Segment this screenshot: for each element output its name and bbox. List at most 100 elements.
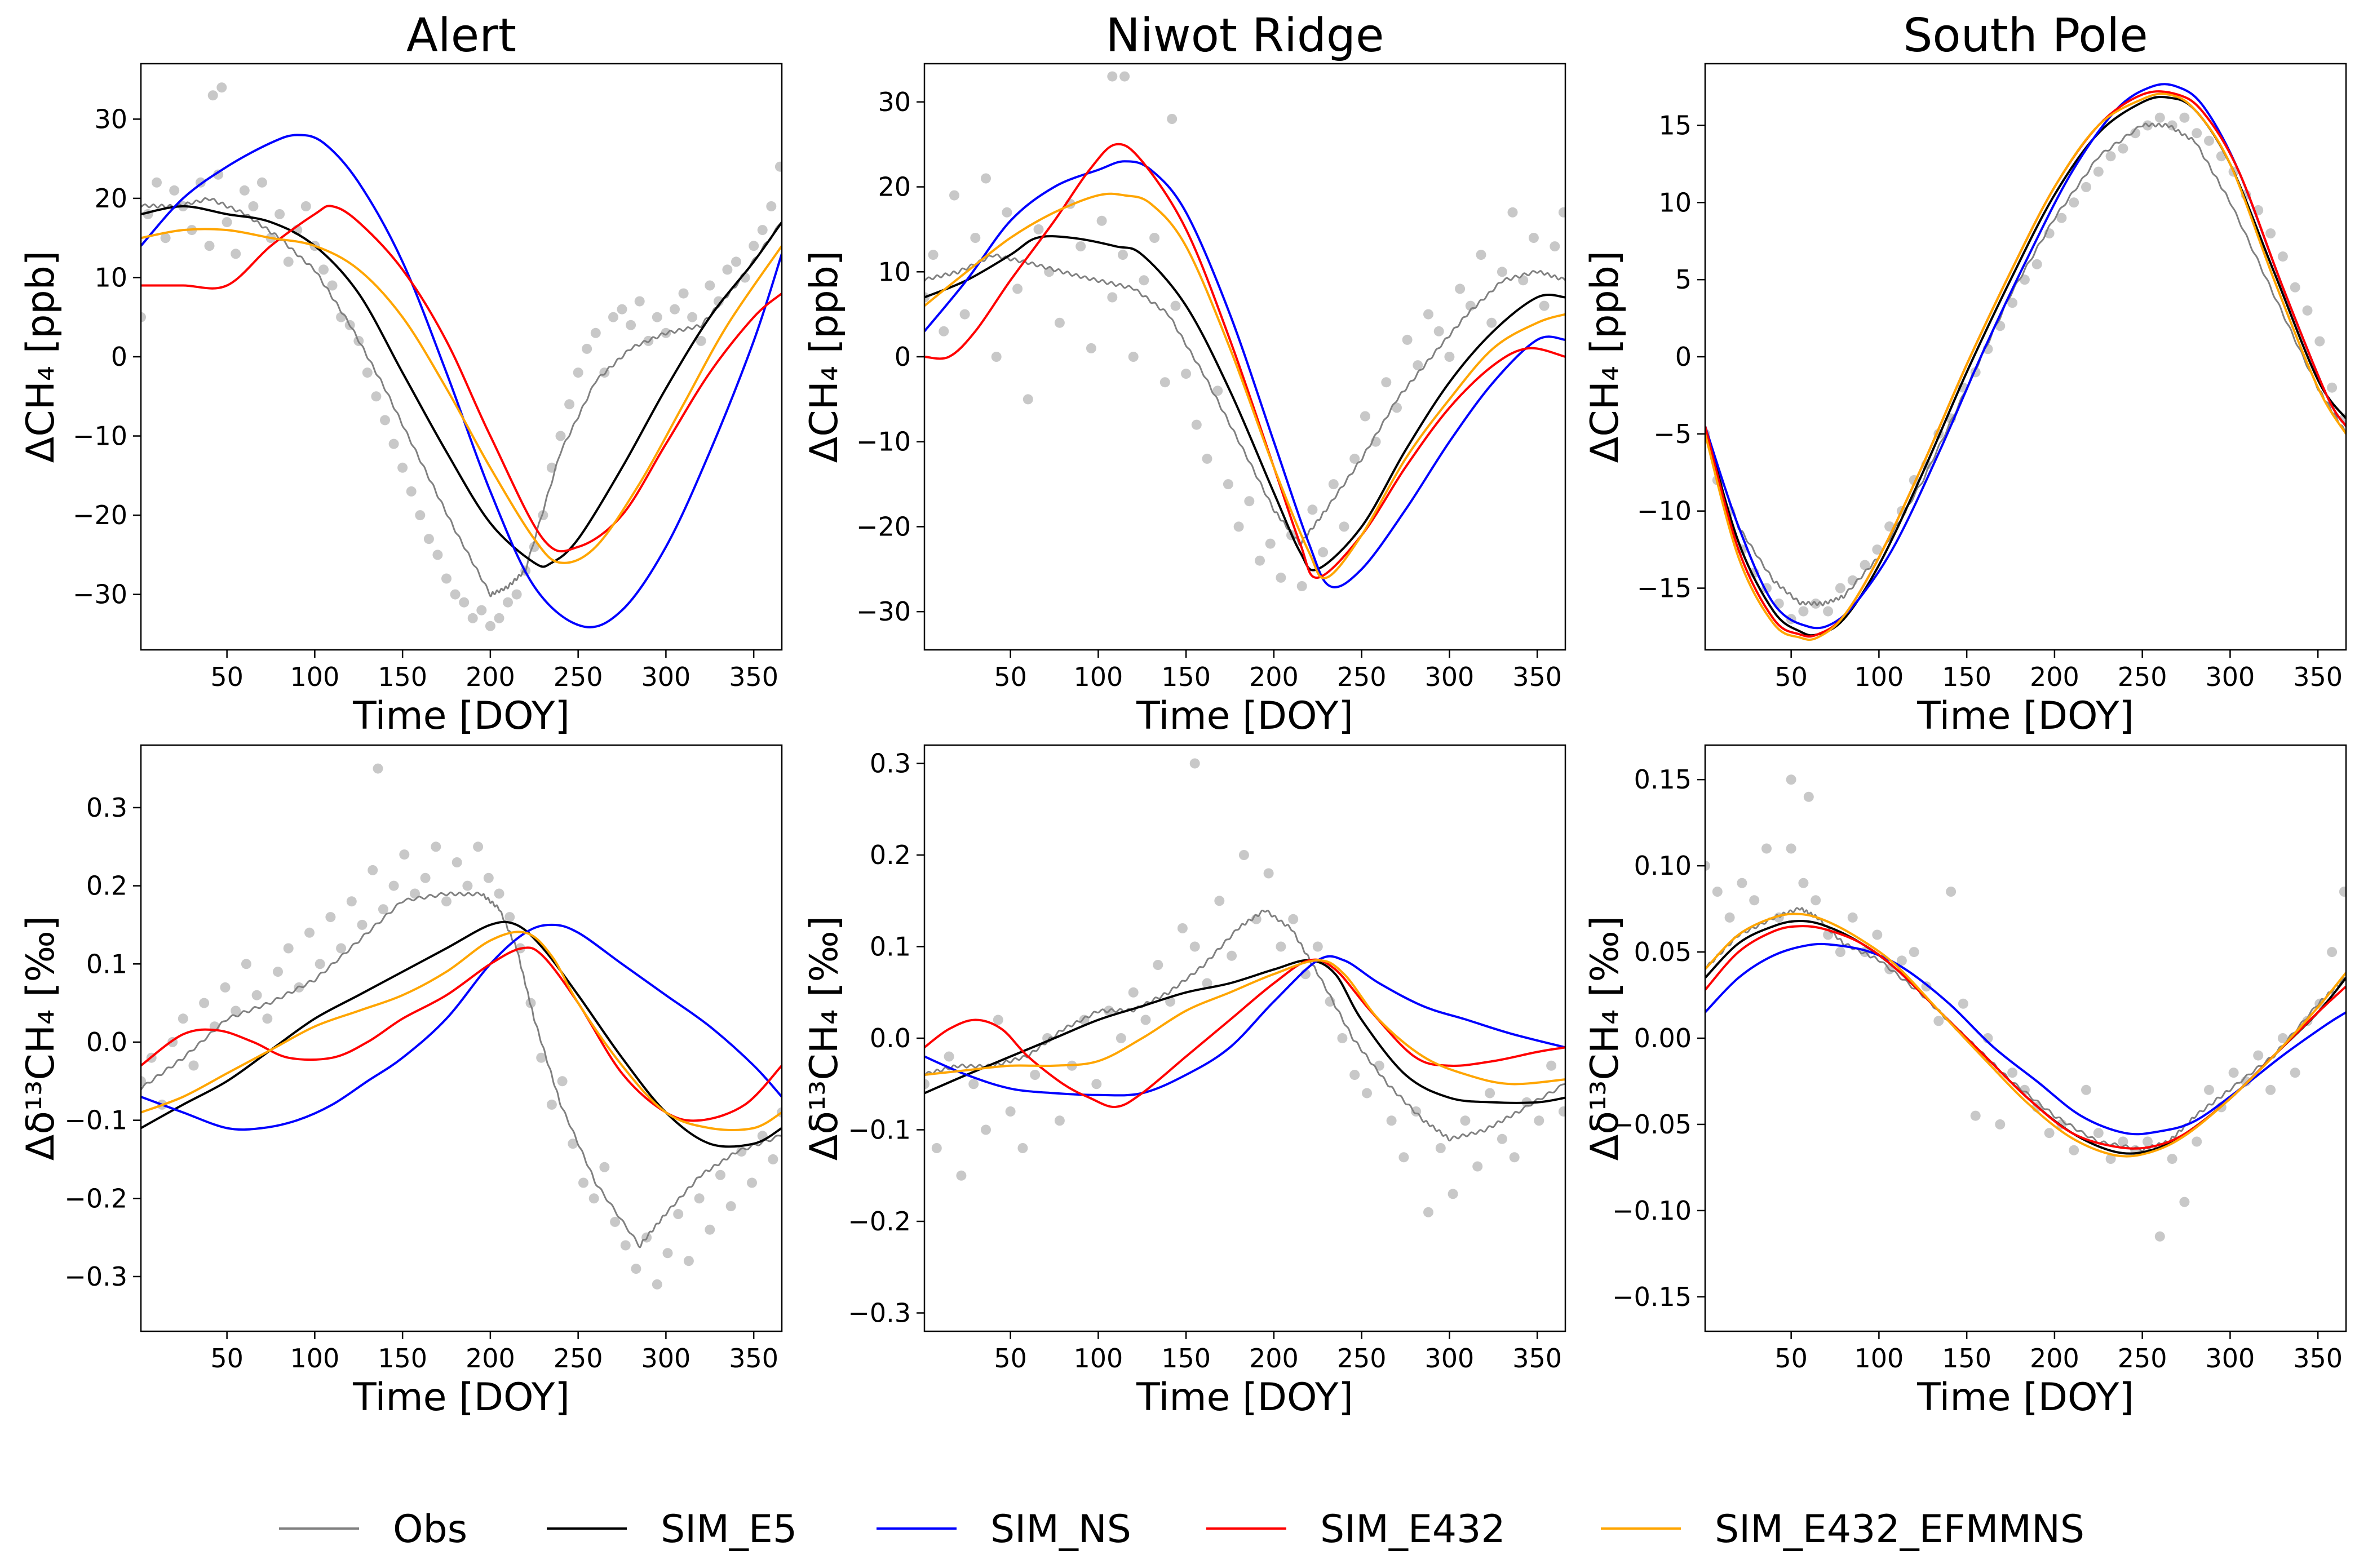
scatter-point <box>1448 1189 1458 1199</box>
panel-4-ylabel: Δδ¹³CH₄ [‰] <box>19 916 63 1161</box>
scatter-point <box>441 573 452 584</box>
scatter-point <box>318 264 329 275</box>
x-tick-label: 300 <box>1424 662 1474 692</box>
scatter-point <box>399 849 410 860</box>
scatter-point <box>2105 151 2116 162</box>
scatter-point <box>1958 998 1968 1009</box>
legend-item-sim-e5: SIM_E5 <box>547 1507 797 1552</box>
scatter-point <box>2179 112 2190 123</box>
series-line-sim-e432-efmmns <box>141 931 782 1131</box>
scatter-point <box>1339 521 1349 532</box>
scatter-point <box>557 1076 568 1087</box>
scatter-point <box>981 173 991 184</box>
scatter-point <box>1189 758 1200 769</box>
y-tick-label: −30 <box>73 579 127 610</box>
legend-label: SIM_E5 <box>661 1507 797 1552</box>
scatter-point <box>970 233 981 243</box>
x-tick-label: 50 <box>210 1343 244 1374</box>
y-tick-label: −20 <box>856 511 911 542</box>
scatter-point <box>1296 581 1307 591</box>
scatter-point <box>503 597 513 608</box>
panel-3: 50 100 150 200 250 300 350 −15 −10 −5 0 5 10 15 South … <box>1583 9 2347 738</box>
scatter-point <box>2118 143 2128 154</box>
scatter-point <box>661 327 671 338</box>
scatter-point <box>981 1124 991 1135</box>
scatter-point <box>2118 1136 2128 1147</box>
scatter-point <box>1223 479 1233 490</box>
scatter-point <box>1402 334 1413 345</box>
x-tick-label: 50 <box>994 1343 1027 1374</box>
scatter-point <box>1202 453 1212 464</box>
scatter-point <box>1712 887 1723 897</box>
panel-6-scatter <box>1705 774 2346 1242</box>
scatter-point <box>568 1139 578 1149</box>
scatter-point <box>1227 950 1237 961</box>
scatter-point <box>2056 212 2067 223</box>
series-line-sim-e432-efmmns <box>1705 913 2346 1158</box>
scatter-point <box>2154 112 2165 123</box>
scatter-point <box>1398 1152 1409 1163</box>
scatter-point <box>152 177 162 188</box>
scatter-point <box>294 982 304 993</box>
scatter-point <box>1349 453 1360 464</box>
scatter-point <box>1054 1115 1065 1126</box>
scatter-point <box>1472 1161 1483 1172</box>
y-tick-label: 0.0 <box>870 1023 911 1053</box>
scatter-point <box>731 256 741 267</box>
scatter-point <box>1539 300 1550 311</box>
scatter-point <box>1507 207 1518 218</box>
scatter-point <box>993 1015 1003 1025</box>
scatter-point <box>573 367 583 378</box>
scatter-point <box>1497 1133 1507 1144</box>
series-line-sim-e5 <box>924 235 1565 572</box>
scatter-point <box>1238 850 1249 860</box>
y-tick-label: −0.10 <box>1612 1195 1692 1226</box>
scatter-point <box>431 841 441 852</box>
scatter-point <box>555 431 566 441</box>
x-tick-label: 350 <box>2293 1343 2343 1374</box>
scatter-point <box>2204 1084 2214 1095</box>
scatter-point <box>459 597 470 608</box>
x-tick-label: 300 <box>2205 1343 2255 1374</box>
scatter-point <box>1847 912 1858 923</box>
scatter-point <box>1737 878 1747 888</box>
scatter-point <box>1276 941 1286 952</box>
scatter-point <box>346 896 357 907</box>
series-line-sim-ns <box>924 160 1565 588</box>
scatter-point <box>262 1013 273 1024</box>
x-tick-label: 250 <box>2118 1343 2167 1374</box>
scatter-point <box>1159 377 1170 388</box>
y-tick-label: −0.2 <box>848 1206 911 1237</box>
scatter-point <box>924 1079 930 1089</box>
series-line-sim-ns <box>141 923 782 1131</box>
y-tick-label: 20 <box>878 172 911 202</box>
scatter-point <box>494 888 504 899</box>
scatter-point <box>1244 496 1255 507</box>
scatter-point <box>1030 1070 1041 1080</box>
scatter-point <box>687 312 698 322</box>
scatter-point <box>315 959 325 969</box>
y-tick-label: 0.05 <box>1634 937 1692 967</box>
scatter-point <box>1212 386 1223 396</box>
legend-item-sim-ns: SIM_NS <box>877 1507 1131 1552</box>
legend-label: SIM_NS <box>990 1507 1131 1552</box>
scatter-point <box>1460 1115 1471 1126</box>
y-tick-label: −10 <box>73 421 127 451</box>
panel-2-scatter <box>924 71 1565 591</box>
scatter-point <box>239 185 250 196</box>
scatter-point <box>991 352 1002 362</box>
scatter-point <box>1288 914 1299 924</box>
scatter-point <box>678 288 689 299</box>
scatter-point <box>747 1177 757 1188</box>
panels: 50 100 150 200 250 300 350−30−20−100102030Aler… <box>19 9 2347 1420</box>
scatter-point <box>2069 197 2079 208</box>
panel-5-xlabel: Time [DOY] <box>1136 1375 1353 1420</box>
scatter-point <box>939 326 949 336</box>
legend-item-obs: Obs <box>279 1507 467 1552</box>
scatter-point <box>1534 1115 1544 1126</box>
scatter-point <box>1476 250 1486 260</box>
scatter-point <box>722 264 733 275</box>
y-tick-label: −0.1 <box>848 1115 911 1145</box>
panel-1-title: Alert <box>406 9 516 63</box>
